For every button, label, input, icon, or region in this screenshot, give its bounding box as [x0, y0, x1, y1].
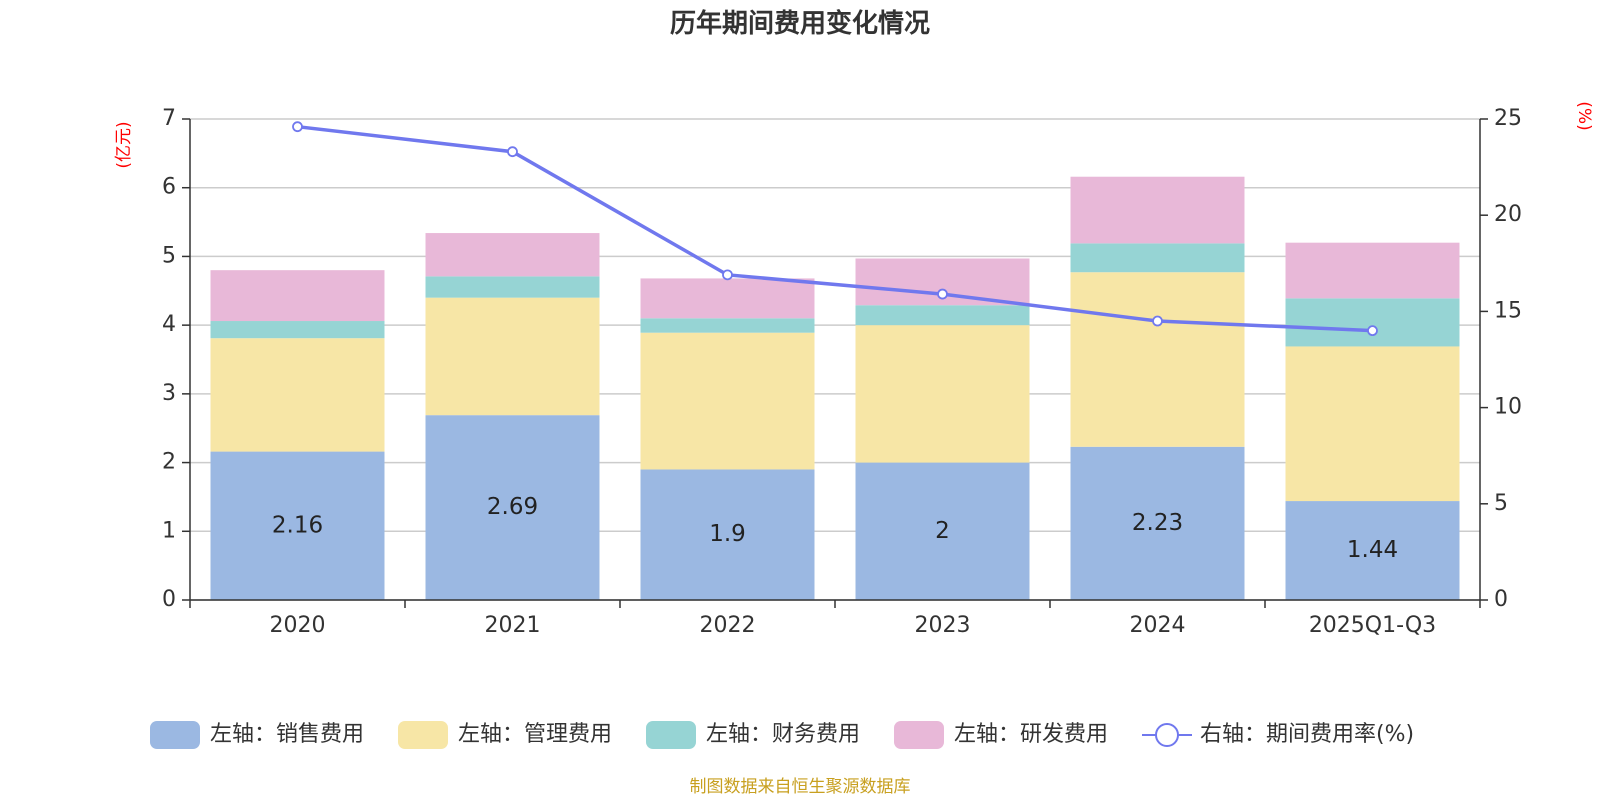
legend-circle-swatch	[1155, 723, 1179, 747]
bar-segment-0	[1070, 446, 1245, 600]
left-tick-label: 6	[162, 175, 176, 200]
bar-segment-1	[210, 338, 385, 452]
chart-title: 历年期间费用变化情况	[670, 8, 930, 39]
bar-value-label: 2.69	[487, 494, 538, 520]
rate-point	[507, 146, 518, 158]
rate-point	[722, 269, 733, 281]
legend-label: 左轴：研发费用	[954, 722, 1108, 747]
right-tick-label: 10	[1494, 395, 1522, 420]
bar-value-label: 1.44	[1347, 537, 1398, 563]
bar-segment-0	[855, 462, 1030, 600]
x-tick-label: 2021	[485, 613, 541, 638]
bar-segment-1	[1070, 272, 1245, 447]
bar-segment-0	[425, 415, 600, 600]
left-tick-label: 4	[162, 312, 176, 337]
left-tick-label: 3	[162, 381, 176, 406]
bar-segment-2	[210, 321, 385, 339]
right-tick-label: 15	[1494, 298, 1522, 323]
rate-point	[292, 121, 303, 133]
bar-segment-1	[425, 297, 600, 416]
x-tick-label: 2025Q1-Q3	[1309, 613, 1436, 638]
rate-line	[292, 121, 1378, 337]
left-tick-label: 0	[162, 587, 176, 612]
bar-segment-1	[855, 325, 1030, 463]
axes: 0 1 2 3 4 5 6 7 0 5 10 15 20 25 2020 2021 2022 2023 2024 20…	[162, 106, 1522, 638]
bar-segment-3	[210, 270, 385, 322]
bar-value-label: 1.9	[709, 521, 746, 547]
right-tick-label: 25	[1494, 106, 1522, 131]
legend: 左轴：销售费用 左轴：管理费用 左轴：财务费用 左轴：研发费用 右轴：期间费用率(%)	[150, 721, 1414, 749]
bar-segment-1	[1285, 346, 1460, 502]
bar-segment-2	[855, 305, 1030, 326]
rate-point	[1367, 325, 1378, 337]
rate-point	[937, 288, 948, 300]
right-axis-unit: (%)	[1574, 101, 1594, 130]
legend-label: 左轴：财务费用	[706, 722, 860, 747]
legend-label: 左轴：销售费用	[210, 722, 364, 747]
bar-segment-2	[1285, 298, 1460, 347]
legend-swatch	[398, 721, 448, 749]
legend-swatch	[894, 721, 944, 749]
bar-segment-2	[640, 318, 815, 333]
bar-value-label: 2	[935, 518, 950, 544]
right-tick-label: 5	[1494, 491, 1508, 516]
right-tick-label: 0	[1494, 587, 1508, 612]
left-tick-label: 2	[162, 450, 176, 475]
legend-label: 左轴：管理费用	[458, 722, 612, 747]
x-tick-label: 2023	[915, 613, 971, 638]
legend-label: 右轴：期间费用率(%)	[1200, 722, 1414, 747]
rate-line-path	[297, 124, 1373, 333]
bar-segment-2	[1070, 243, 1245, 273]
source-note: 制图数据来自恒生聚源数据库	[690, 777, 911, 797]
bar-segment-1	[640, 332, 815, 470]
grid	[190, 118, 1480, 601]
x-tick-label: 2020	[270, 613, 326, 638]
bar-segment-3	[640, 278, 815, 319]
legend-swatch	[646, 721, 696, 749]
bar-segment-0	[640, 469, 815, 600]
bar-value-label: 2.16	[272, 512, 323, 538]
left-tick-label: 5	[162, 243, 176, 268]
legend-swatch	[150, 721, 200, 749]
x-tick-label: 2024	[1130, 613, 1186, 638]
left-axis-unit: (亿元)	[114, 121, 134, 168]
bar-segment-3	[425, 233, 600, 277]
left-tick-label: 7	[162, 106, 176, 131]
right-tick-label: 20	[1494, 202, 1522, 227]
left-tick-label: 1	[162, 518, 176, 543]
bars: 2.16 2.69 1.9 2 2.23 1.44	[210, 176, 1460, 600]
bar-segment-3	[1070, 176, 1245, 244]
bar-value-label: 2.23	[1132, 510, 1183, 536]
bar-segment-0	[210, 451, 385, 600]
rate-point	[1152, 315, 1163, 327]
bar-segment-2	[425, 276, 600, 298]
bar-segment-0	[1285, 501, 1460, 600]
x-tick-label: 2022	[700, 613, 756, 638]
bar-segment-3	[1285, 242, 1460, 299]
